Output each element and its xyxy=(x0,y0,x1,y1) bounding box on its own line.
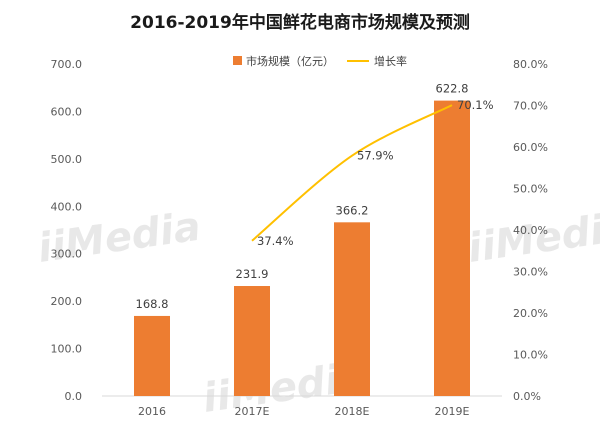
y-right-tick-label: 80.0% xyxy=(513,58,548,71)
y-right-tick-label: 50.0% xyxy=(513,183,548,196)
x-tick-label: 2017E xyxy=(235,405,270,418)
watermark-logo: iiMedia xyxy=(35,204,204,272)
y-right-tick-label: 60.0% xyxy=(513,141,548,154)
legend-line-label: 增长率 xyxy=(374,54,407,68)
bar-value-label: 231.9 xyxy=(236,267,269,281)
bar-value-label: 168.8 xyxy=(136,297,169,311)
y-left-tick-label: 500.0 xyxy=(51,153,83,166)
watermark-logo: iiMedia xyxy=(465,204,600,272)
y-right-tick-label: 30.0% xyxy=(513,266,548,279)
legend-bar-label: 市场规模（亿元） xyxy=(246,54,334,68)
y-right-tick-label: 0.0% xyxy=(513,390,541,403)
y-left-tick-label: 0.0 xyxy=(65,390,83,403)
bar xyxy=(334,222,370,396)
x-tick-label: 2016 xyxy=(138,405,166,418)
y-left-tick-label: 400.0 xyxy=(51,200,83,213)
bar xyxy=(234,286,270,396)
legend-bar-swatch xyxy=(233,56,242,65)
line-value-label: 57.9% xyxy=(357,149,394,163)
y-left-tick-label: 100.0 xyxy=(51,343,83,356)
y-right-tick-label: 20.0% xyxy=(513,307,548,320)
y-left-tick-label: 200.0 xyxy=(51,295,83,308)
growth-rate-line xyxy=(251,104,453,242)
x-tick-label: 2019E xyxy=(435,405,470,418)
y-right-tick-label: 10.0% xyxy=(513,349,548,362)
y-left-tick-label: 700.0 xyxy=(51,58,83,71)
x-tick-label: 2018E xyxy=(335,405,370,418)
bar xyxy=(134,315,170,396)
y-right-tick-label: 40.0% xyxy=(513,224,548,237)
chart-title: 2016-2019年中国鲜花电商市场规模及预测 xyxy=(130,13,470,33)
bar xyxy=(434,100,470,396)
bar-value-label: 622.8 xyxy=(436,82,469,96)
bar-value-label: 366.2 xyxy=(336,203,369,217)
y-right-tick-label: 70.0% xyxy=(513,100,548,113)
y-left-tick-label: 300.0 xyxy=(51,248,83,261)
line-value-label: 37.4% xyxy=(257,234,294,248)
y-left-tick-label: 600.0 xyxy=(51,105,83,118)
line-value-label: 70.1% xyxy=(457,98,494,112)
